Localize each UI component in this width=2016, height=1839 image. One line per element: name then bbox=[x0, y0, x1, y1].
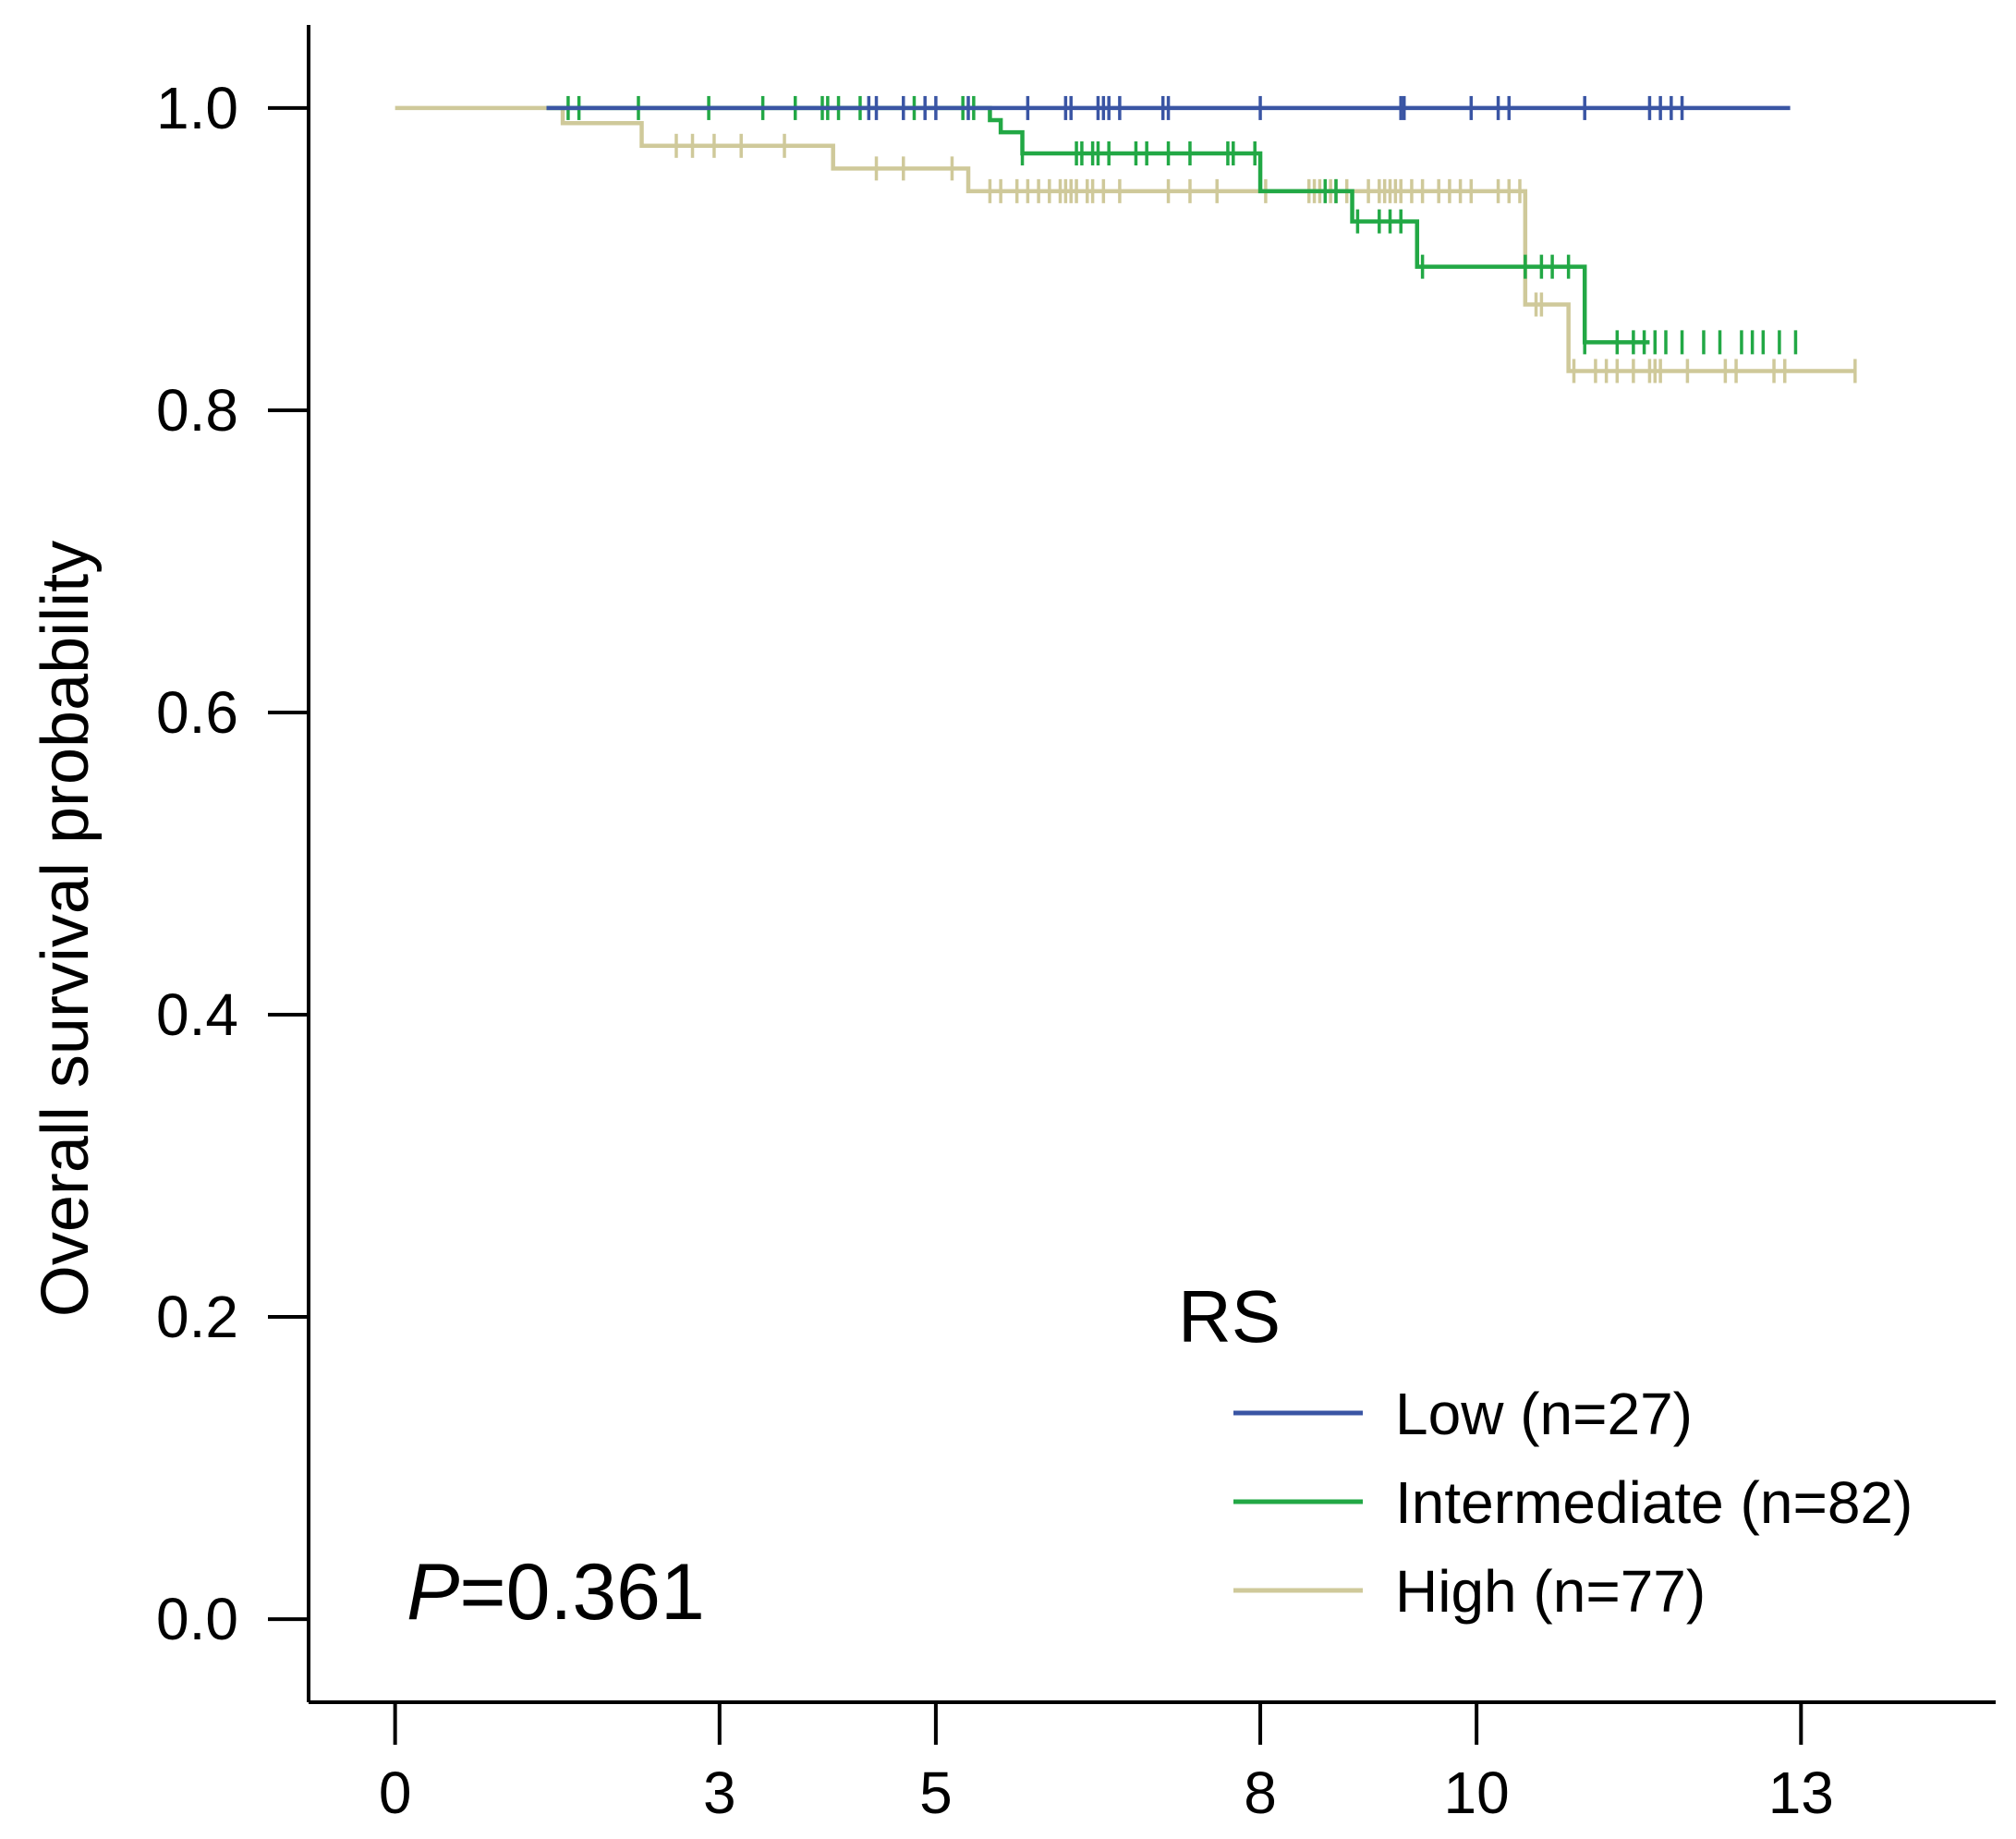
y-axis-title: Overall survival probability bbox=[29, 541, 103, 1317]
y-tick-label: 0.4 bbox=[156, 981, 238, 1048]
y-tick-label: 0.0 bbox=[156, 1586, 238, 1652]
survival-curves bbox=[395, 95, 1857, 384]
legend-label: High (n=77) bbox=[1395, 1558, 1706, 1625]
y-ticks: 0.0 0.2 0.4 0.6 0.8 1.0 bbox=[156, 75, 309, 1652]
y-tick-label: 0.8 bbox=[156, 377, 238, 444]
legend-title: RS bbox=[1178, 1275, 1281, 1358]
series-group bbox=[395, 105, 1857, 384]
x-tick-label: 3 bbox=[703, 1760, 736, 1826]
x-tick-label: 10 bbox=[1444, 1760, 1510, 1826]
x-tick-label: 0 bbox=[379, 1760, 412, 1826]
legend-item: High (n=77) bbox=[1233, 1558, 1706, 1625]
survival-curve-line bbox=[395, 105, 1855, 373]
axes bbox=[307, 25, 1996, 1704]
legend-item: Low (n=27) bbox=[1233, 1381, 1693, 1447]
series-group bbox=[546, 95, 1791, 120]
series-group bbox=[546, 95, 1798, 355]
p-value-text: P=0.361 bbox=[407, 1548, 705, 1637]
legend-item: Intermediate (n=82) bbox=[1233, 1469, 1913, 1536]
x-tick-label: 5 bbox=[919, 1760, 953, 1826]
p-value-symbol: P bbox=[407, 1548, 459, 1637]
y-tick-label: 1.0 bbox=[156, 75, 238, 141]
x-ticks: 0 3 5 8 10 13 bbox=[379, 1702, 1834, 1826]
x-tick-label: 8 bbox=[1244, 1760, 1277, 1826]
p-value-number: =0.361 bbox=[459, 1548, 704, 1637]
survival-curve-line bbox=[546, 105, 1650, 345]
legend-label: Low (n=27) bbox=[1395, 1381, 1693, 1447]
y-tick-label: 0.2 bbox=[156, 1284, 238, 1350]
x-tick-label: 13 bbox=[1768, 1760, 1834, 1826]
legend: RS Low (n=27) Intermediate (n=82) High (n=… bbox=[1178, 1275, 1913, 1625]
legend-label: Intermediate (n=82) bbox=[1395, 1469, 1913, 1536]
legend-items: Low (n=27) Intermediate (n=82) High (n=77) bbox=[1233, 1381, 1913, 1625]
y-tick-label: 0.6 bbox=[156, 679, 238, 746]
